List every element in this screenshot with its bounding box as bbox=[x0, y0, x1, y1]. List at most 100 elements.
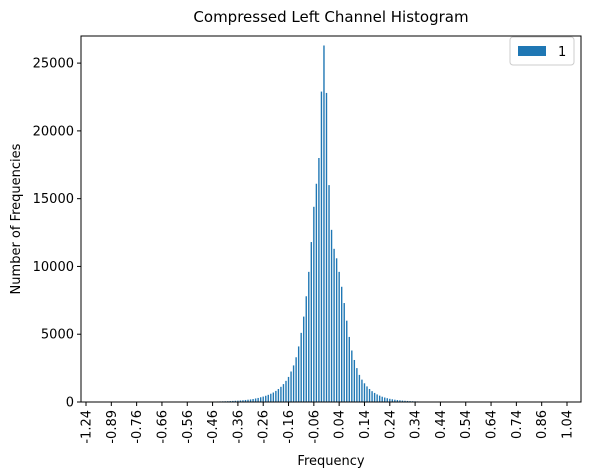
x-tick-label: -0.46 bbox=[206, 410, 221, 444]
histogram-bar bbox=[389, 398, 391, 402]
histogram-bar bbox=[404, 400, 406, 402]
histogram-bar bbox=[358, 374, 361, 402]
legend-swatch bbox=[518, 46, 546, 56]
histogram-bar bbox=[305, 296, 307, 402]
histogram-bar bbox=[368, 388, 371, 402]
histogram-bar bbox=[247, 399, 249, 402]
x-tick-label: 1.04 bbox=[561, 410, 576, 439]
histogram-bar bbox=[308, 271, 310, 402]
histogram-bar bbox=[295, 357, 297, 402]
histogram-bar bbox=[363, 383, 366, 402]
histogram-bar bbox=[237, 400, 239, 402]
histogram-bar bbox=[396, 400, 399, 402]
x-tick-label: 0.74 bbox=[510, 410, 525, 439]
y-tick-label: 5000 bbox=[41, 328, 74, 343]
histogram-bar bbox=[242, 400, 244, 402]
histogram-bar bbox=[292, 365, 295, 402]
histogram-bar bbox=[254, 398, 257, 402]
histogram-bar bbox=[313, 206, 315, 402]
histogram-bar bbox=[353, 359, 356, 402]
y-tick-label: 10000 bbox=[33, 260, 74, 275]
x-tick-label: -0.76 bbox=[130, 410, 145, 444]
y-tick-label: 20000 bbox=[33, 124, 74, 139]
histogram-bar bbox=[378, 395, 381, 402]
histogram-bar bbox=[376, 394, 378, 402]
y-tick-label: 15000 bbox=[33, 192, 74, 207]
histogram-bar bbox=[257, 397, 259, 402]
x-tick-label: 0.14 bbox=[358, 410, 373, 439]
legend: 1 bbox=[509, 36, 575, 66]
x-tick-label: 0.44 bbox=[434, 410, 449, 439]
histogram-bar bbox=[381, 396, 383, 402]
x-tick-label: -0.16 bbox=[282, 410, 297, 444]
histogram-bar bbox=[361, 379, 363, 402]
histogram-bar bbox=[265, 395, 267, 402]
histogram-bar bbox=[275, 390, 277, 402]
histogram-bar bbox=[262, 396, 264, 402]
x-tick-label: -0.89 bbox=[105, 410, 120, 444]
histogram-bar bbox=[323, 45, 325, 402]
histogram-bar bbox=[290, 371, 292, 402]
histogram-bar bbox=[399, 400, 401, 402]
histogram-bar bbox=[270, 393, 272, 402]
x-tick-label: -0.06 bbox=[307, 410, 322, 444]
histogram-bar bbox=[340, 286, 343, 402]
histogram-bar bbox=[394, 399, 396, 402]
x-tick-label: -0.66 bbox=[155, 410, 170, 444]
histogram-bar bbox=[252, 399, 254, 402]
x-tick-label: 0.86 bbox=[535, 410, 550, 439]
histogram-bar bbox=[320, 91, 323, 403]
histogram-bar bbox=[330, 229, 333, 402]
x-tick-label: 0.04 bbox=[333, 410, 348, 439]
x-axis: -1.24 -0.89 -0.76 -0.66 -0.56 -0.46 -0.36 -0.26… bbox=[80, 402, 576, 444]
histogram-bar bbox=[406, 400, 409, 402]
histogram-bar bbox=[318, 158, 320, 402]
plot-frame bbox=[80, 35, 582, 403]
histogram-bar bbox=[338, 271, 340, 402]
histogram-bar bbox=[335, 258, 338, 402]
y-axis: 0 5000 10000 15000 20000 25000 bbox=[33, 57, 81, 411]
histogram-bar bbox=[272, 392, 275, 402]
histogram-bar bbox=[348, 336, 350, 402]
y-tick-label: 0 bbox=[66, 396, 74, 411]
histogram-bar bbox=[371, 391, 373, 402]
histogram-bar bbox=[232, 400, 234, 402]
chart-title: Compressed Left Channel Histogram bbox=[193, 8, 468, 26]
histogram-bar bbox=[346, 320, 348, 402]
histogram-bar bbox=[277, 388, 280, 402]
x-tick-label: 0.24 bbox=[383, 410, 398, 439]
x-tick-label: -0.26 bbox=[257, 410, 272, 444]
x-tick-label: -0.56 bbox=[181, 410, 196, 444]
histogram-bar bbox=[386, 398, 388, 402]
histogram-bar bbox=[234, 400, 237, 402]
histogram-bar bbox=[259, 397, 262, 402]
histogram-bar bbox=[373, 392, 376, 402]
histogram-bar bbox=[285, 380, 287, 402]
histogram-bar bbox=[244, 399, 247, 402]
y-tick-label: 25000 bbox=[33, 57, 74, 72]
histogram-bar bbox=[328, 185, 330, 402]
histogram-bar bbox=[315, 183, 318, 402]
histogram-bar bbox=[303, 316, 305, 402]
histogram-bar bbox=[297, 346, 300, 402]
histogram-bar bbox=[333, 248, 335, 402]
histogram-bar bbox=[356, 368, 358, 402]
histogram-bar bbox=[391, 399, 394, 402]
histogram-bar bbox=[366, 386, 368, 402]
x-tick-label: -0.36 bbox=[231, 410, 246, 444]
y-axis-title: Number of Frequencies bbox=[9, 143, 24, 294]
histogram-bar bbox=[300, 332, 302, 402]
histogram-bar bbox=[280, 386, 282, 402]
histogram-bar bbox=[249, 399, 252, 402]
x-tick-label: -1.24 bbox=[80, 410, 95, 444]
histogram-bar bbox=[343, 303, 345, 402]
histogram-bar bbox=[282, 384, 285, 402]
x-tick-label: 0.64 bbox=[485, 410, 500, 439]
histogram-bar bbox=[325, 92, 328, 402]
histogram-bar bbox=[287, 376, 290, 402]
histogram-bar bbox=[310, 242, 313, 402]
x-axis-title: Frequency bbox=[297, 454, 364, 469]
histogram-bar bbox=[351, 350, 353, 402]
histogram-bar bbox=[267, 394, 269, 402]
legend-label: 1 bbox=[558, 45, 566, 60]
